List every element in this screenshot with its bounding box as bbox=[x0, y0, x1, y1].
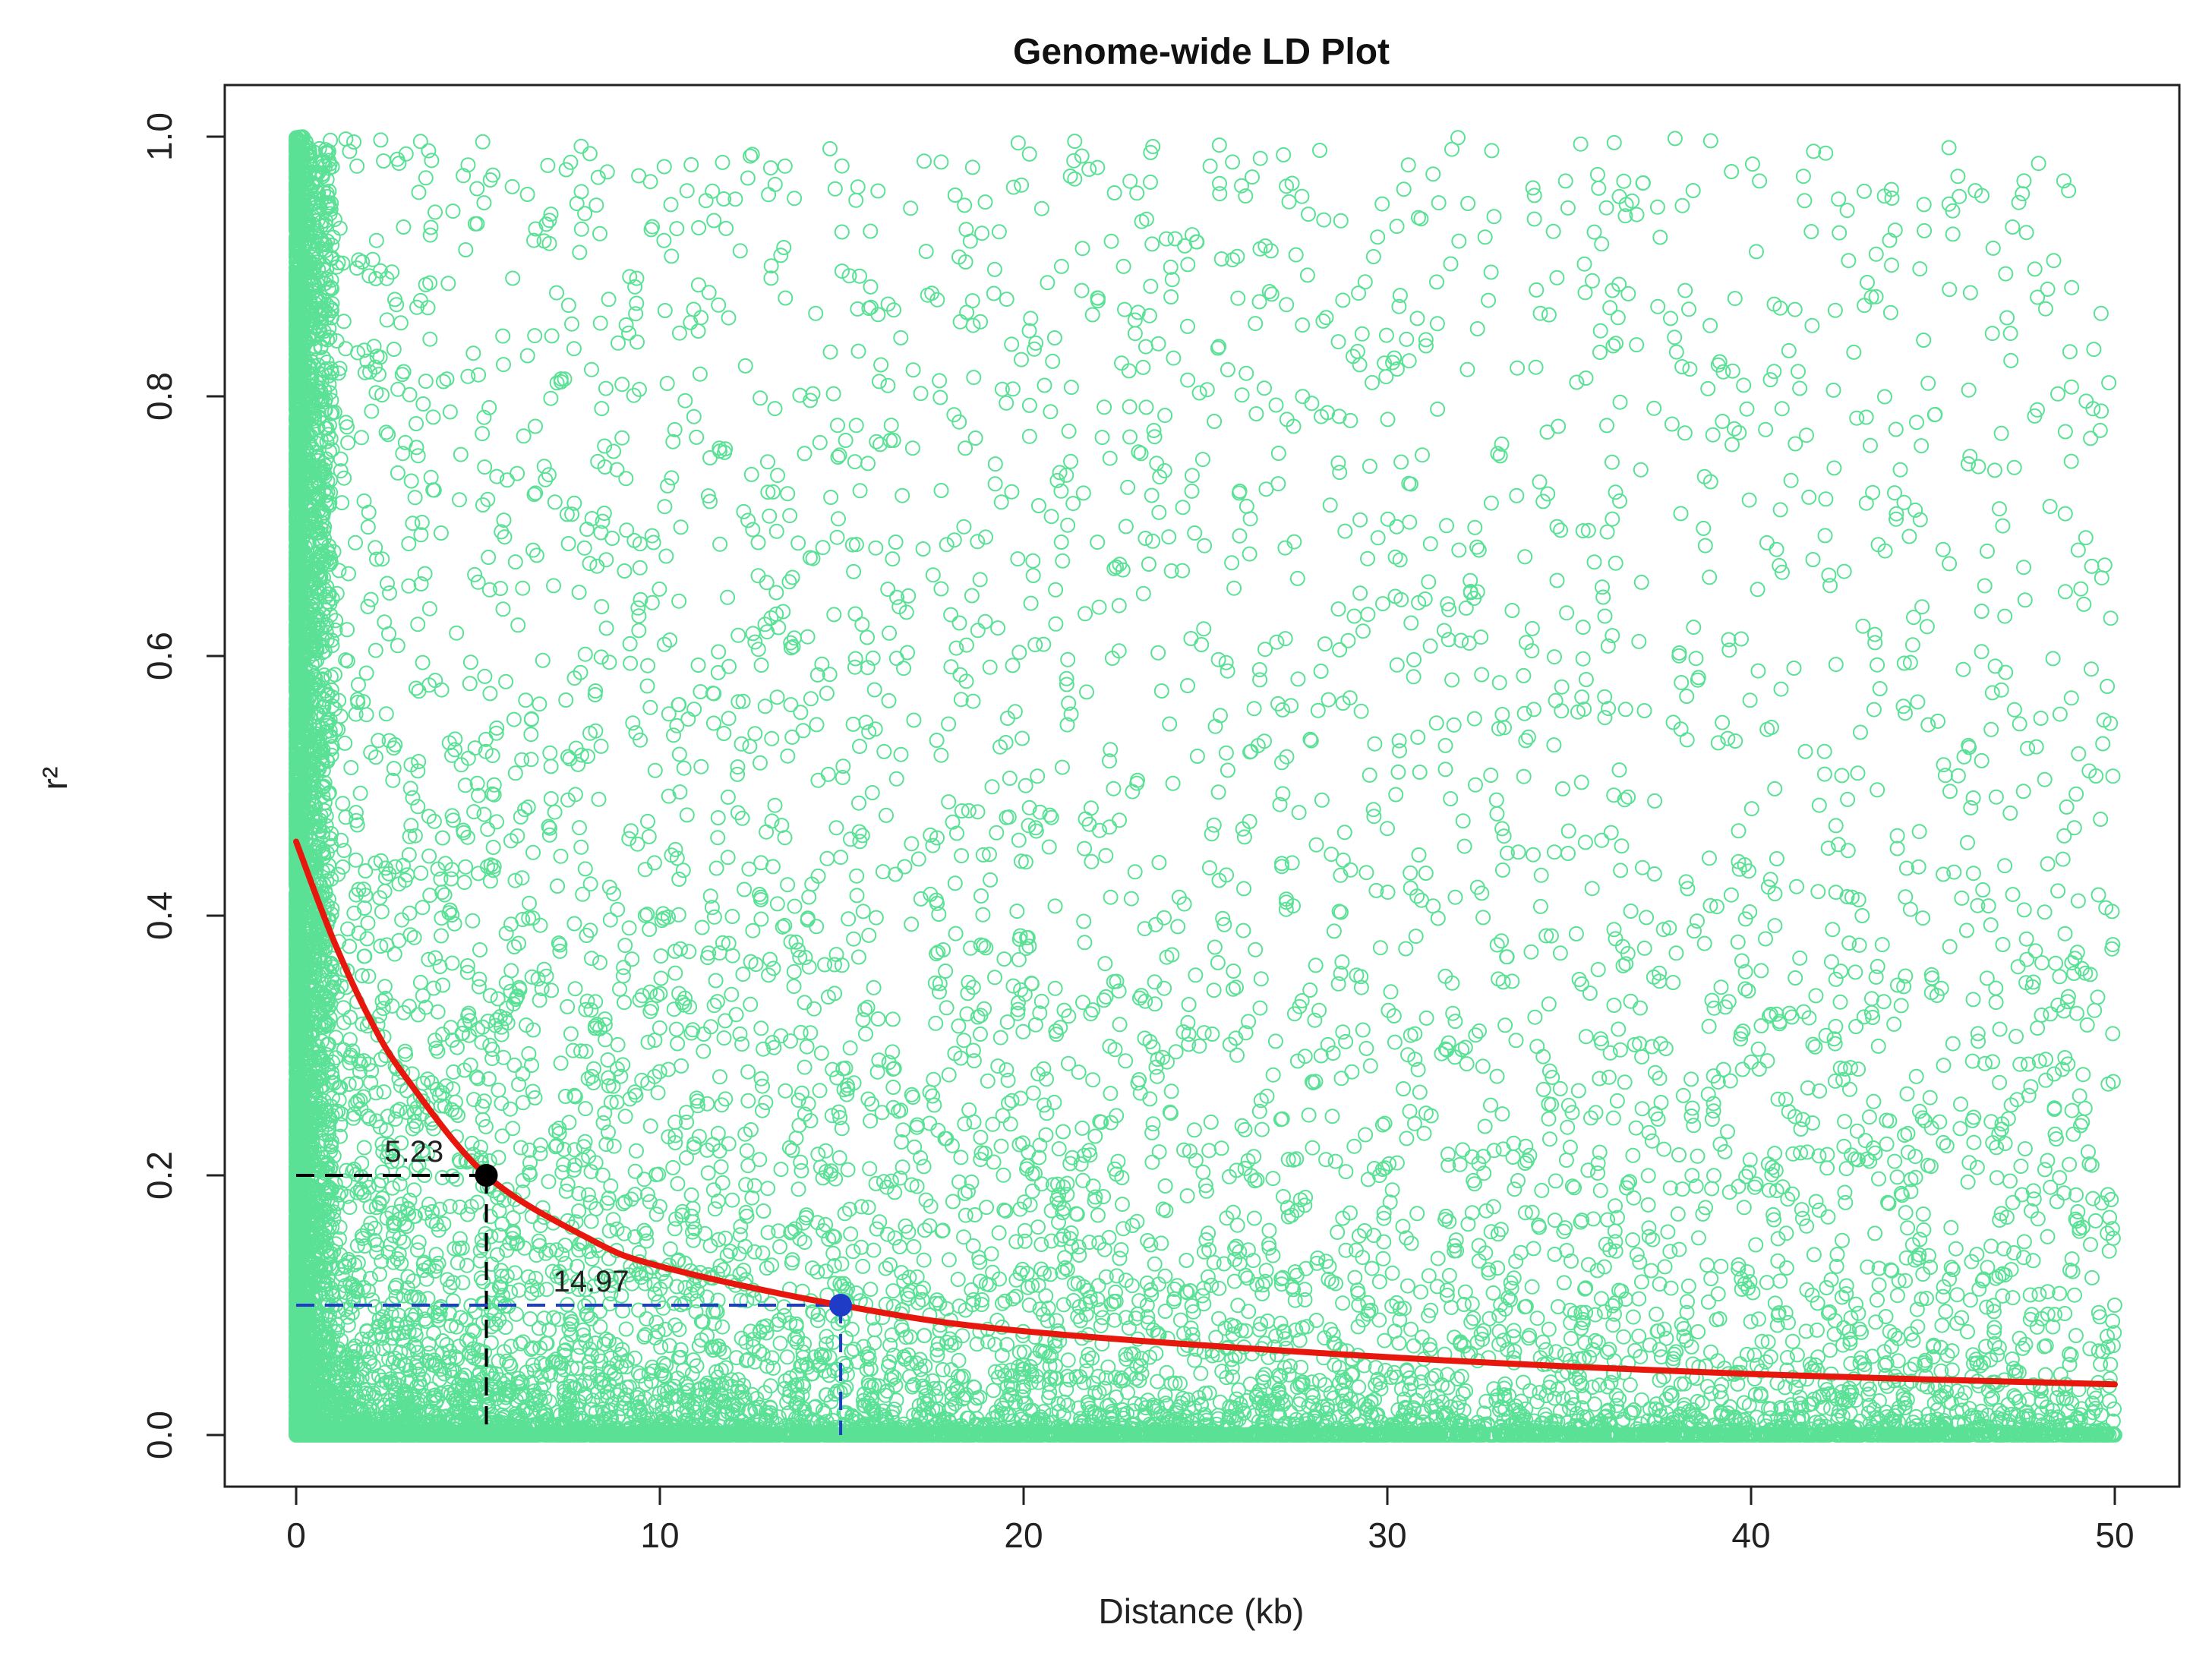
y-tick-label: 1.0 bbox=[140, 112, 179, 161]
y-tick-label: 0.0 bbox=[140, 1411, 179, 1459]
y-tick-label: 0.4 bbox=[140, 891, 179, 940]
y-tick-label: 0.6 bbox=[140, 632, 179, 680]
x-tick-label: 10 bbox=[640, 1515, 679, 1555]
threshold-point bbox=[829, 1294, 852, 1317]
y-axis-label: r² bbox=[35, 767, 74, 790]
y-tick-label: 0.2 bbox=[140, 1151, 179, 1200]
chart-title: Genome-wide LD Plot bbox=[1013, 32, 1390, 72]
x-tick-label: 20 bbox=[1004, 1515, 1043, 1555]
x-tick-label: 40 bbox=[1731, 1515, 1770, 1555]
x-tick-label: 50 bbox=[2095, 1515, 2134, 1555]
x-tick-label: 30 bbox=[1368, 1515, 1406, 1555]
threshold-point bbox=[475, 1164, 498, 1187]
x-tick-label: 0 bbox=[286, 1515, 306, 1555]
y-tick-label: 0.8 bbox=[140, 372, 179, 421]
annotation-label: 5.23 bbox=[384, 1135, 443, 1169]
annotation-label: 14.97 bbox=[553, 1265, 629, 1298]
x-axis-label: Distance (kb) bbox=[1099, 1591, 1305, 1631]
